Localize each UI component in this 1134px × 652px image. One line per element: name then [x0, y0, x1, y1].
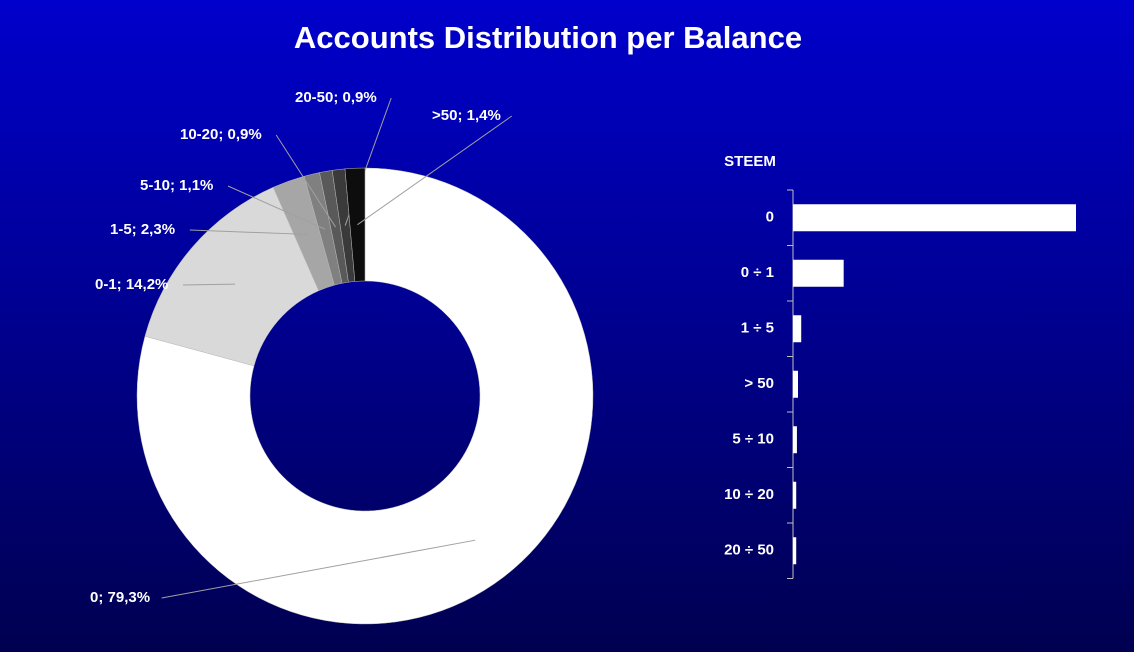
data-label: 1-5; 2,3% — [110, 221, 175, 238]
y-tick-label: 10 ÷ 20 — [724, 486, 774, 503]
data-label: 5-10; 1,1% — [140, 177, 213, 194]
donut-slice — [144, 186, 320, 367]
donut-slice — [136, 167, 594, 625]
donut-slice — [344, 167, 366, 282]
leader-line — [227, 185, 326, 230]
bar — [793, 370, 798, 398]
data-label: >50; 1,4% — [432, 107, 501, 124]
y-tick-label: 0 ÷ 1 — [741, 264, 774, 281]
bar — [793, 259, 844, 287]
y-tick-label: > 50 — [744, 375, 774, 392]
data-label: 0-1; 14,2% — [95, 276, 168, 293]
bar — [793, 481, 797, 509]
leader-line — [189, 229, 308, 235]
bar — [793, 426, 797, 454]
leader-line — [275, 134, 336, 228]
y-tick-label: 1 ÷ 5 — [741, 320, 774, 337]
data-label: 20-50; 0,9% — [295, 89, 377, 106]
data-label: 0; 79,3% — [90, 589, 150, 606]
leader-line — [161, 539, 476, 599]
leader-line — [357, 115, 513, 226]
y-tick-label: 5 ÷ 10 — [732, 431, 774, 448]
chart-title: Accounts Distribution per Balance — [294, 20, 802, 55]
y-tick-label: 20 ÷ 50 — [724, 542, 774, 559]
bar — [793, 537, 797, 565]
y-tick-label: 0 — [766, 209, 774, 226]
data-label: 10-20; 0,9% — [180, 126, 262, 143]
leader-line — [182, 283, 236, 286]
bar — [793, 315, 802, 343]
bar — [793, 204, 1076, 232]
axis-title: STEEM — [724, 153, 776, 170]
